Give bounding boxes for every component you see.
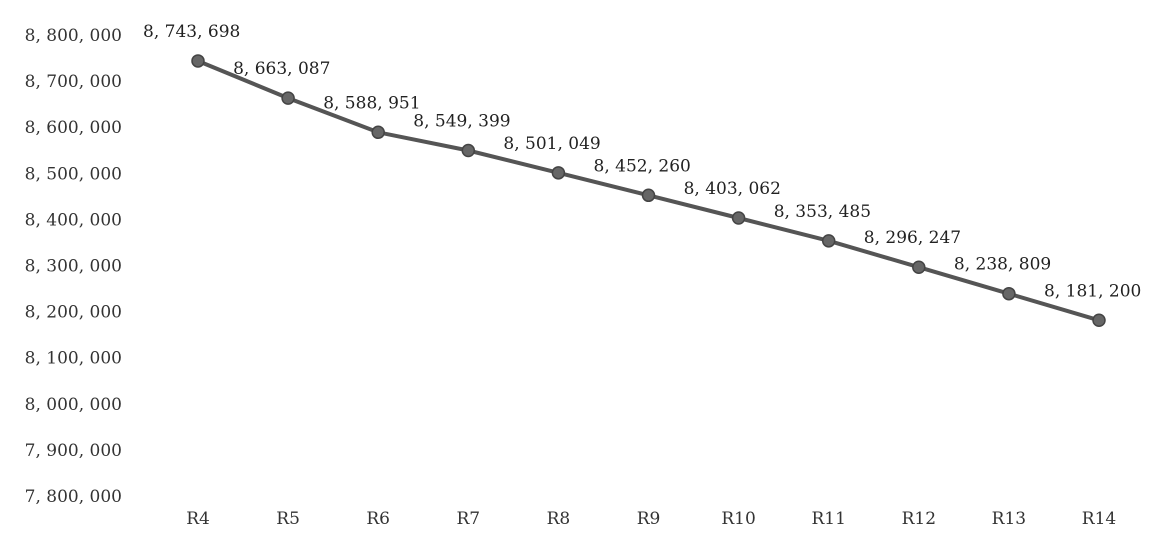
y-tick-label: 8, 300, 000 — [25, 257, 122, 277]
data-label-r7: 8, 549, 399 — [413, 112, 510, 132]
x-tick-label: R11 — [811, 509, 845, 529]
y-tick-label: 8, 000, 000 — [25, 395, 122, 415]
y-tick-label: 8, 400, 000 — [25, 210, 122, 230]
y-tick-label: 8, 600, 000 — [25, 118, 122, 138]
data-point-r14 — [1092, 313, 1106, 328]
y-tick-label: 7, 900, 000 — [25, 441, 122, 461]
x-tick-label: R10 — [721, 509, 755, 529]
data-label-r11: 8, 353, 485 — [774, 202, 871, 222]
data-label-r9: 8, 452, 260 — [594, 156, 691, 176]
data-point-r8 — [551, 166, 566, 180]
data-label-r10: 8, 403, 062 — [684, 179, 781, 199]
y-tick-label: 8, 500, 000 — [25, 164, 122, 184]
x-tick-label: R8 — [547, 509, 571, 529]
y-tick-label: 8, 700, 000 — [25, 72, 122, 92]
x-tick-label: R5 — [276, 509, 300, 529]
x-tick-label: R7 — [456, 509, 480, 529]
data-point-r9 — [641, 188, 656, 203]
y-tick-label: 8, 100, 000 — [25, 349, 122, 369]
y-tick-label: 8, 800, 000 — [25, 26, 122, 46]
data-point-r13 — [1002, 286, 1016, 301]
data-point-r10 — [731, 211, 746, 225]
data-label-r8: 8, 501, 049 — [503, 134, 600, 154]
data-points — [191, 54, 1106, 328]
x-tick-label: R13 — [992, 509, 1026, 529]
x-tick-label: R6 — [366, 509, 390, 529]
data-label-r12: 8, 296, 247 — [864, 228, 961, 248]
data-label-r6: 8, 588, 951 — [323, 93, 420, 113]
x-tick-label: R4 — [186, 509, 210, 529]
data-label-r4: 8, 743, 698 — [143, 22, 240, 42]
data-point-r6 — [371, 125, 385, 140]
data-point-r4 — [191, 54, 205, 68]
data-label-r13: 8, 238, 809 — [954, 255, 1051, 275]
y-tick-label: 8, 200, 000 — [25, 303, 122, 323]
x-tick-label: R12 — [902, 509, 936, 529]
data-point-r7 — [461, 143, 476, 158]
data-label-r14: 8, 181, 200 — [1044, 281, 1141, 301]
data-label-r5: 8, 663, 087 — [233, 59, 330, 79]
y-axis-ticks: 8, 800, 000 8, 700, 000 8, 600, 000 8, 500,… — [25, 26, 122, 507]
data-point-r11 — [821, 234, 836, 248]
x-axis-ticks: R4 R5 R6 R7 R8 R9 R10 R11 R12 R13 R14 — [186, 509, 1116, 529]
data-point-r12 — [912, 260, 926, 274]
x-tick-label: R14 — [1082, 509, 1116, 529]
data-point-r5 — [281, 91, 295, 105]
y-tick-label: 7, 800, 000 — [25, 487, 122, 507]
x-tick-label: R9 — [637, 509, 661, 529]
